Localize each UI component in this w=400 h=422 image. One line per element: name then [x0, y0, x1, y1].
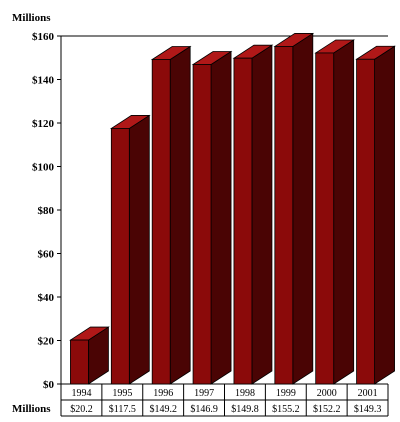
table-value-cell: $152.2 — [313, 404, 341, 415]
y-tick-label: $80 — [38, 205, 55, 217]
x-category-label: 1997 — [194, 388, 214, 399]
bar-2000 — [314, 39, 356, 385]
bar-side — [251, 44, 273, 385]
bar-side — [374, 45, 395, 385]
y-tick-label: $60 — [38, 249, 55, 261]
bars-layer — [69, 32, 396, 385]
bar-side — [128, 114, 150, 385]
y-axis-unit-label: Millions — [12, 12, 51, 24]
data-table: Millions 1994 $20.2 1995 $117.5 1996 $149.2 199… — [12, 384, 389, 417]
bar-side — [292, 32, 314, 385]
bar-1994 — [69, 326, 110, 385]
table-value-cell: $149.3 — [354, 404, 382, 415]
y-tick-label: $20 — [38, 336, 55, 348]
y-tick-label: $0 — [43, 379, 55, 391]
bar-front — [70, 339, 89, 385]
x-category-label: 1999 — [276, 388, 296, 399]
bar-front — [356, 58, 375, 385]
table-value-cell: $149.2 — [149, 404, 177, 415]
bar-2001 — [355, 45, 396, 385]
x-category-label: 1998 — [235, 388, 255, 399]
bar-front — [151, 59, 171, 385]
bar-front — [110, 128, 130, 385]
x-category-label: 1994 — [71, 388, 91, 399]
bar-side — [210, 50, 232, 385]
table-value-cell: $20.2 — [70, 404, 93, 415]
x-category-label: 2000 — [317, 388, 337, 399]
y-tick-label: $40 — [38, 292, 55, 304]
table-value-cell: $155.2 — [272, 404, 300, 415]
bar-front — [315, 52, 335, 385]
bar-side — [333, 39, 355, 385]
x-category-label: 2001 — [358, 388, 378, 399]
bar-front — [274, 46, 294, 385]
table-value-cell: $146.9 — [190, 404, 218, 415]
y-tick-label: $160 — [32, 31, 55, 43]
bar-1995 — [109, 114, 151, 385]
x-category-label: 1996 — [153, 388, 173, 399]
bar-1996 — [150, 45, 192, 385]
bar-1999 — [273, 32, 315, 385]
table-value-cell: $149.8 — [231, 404, 259, 415]
table-value-cell: $117.5 — [109, 404, 136, 415]
y-tick-label: $120 — [32, 118, 55, 130]
x-category-label: 1995 — [112, 388, 132, 399]
bar-front — [233, 57, 253, 385]
bar-front — [192, 64, 212, 385]
bar-side — [169, 45, 191, 385]
table-row-label: Millions — [12, 403, 51, 415]
bar-1998 — [232, 44, 274, 385]
y-tick-label: $140 — [32, 75, 55, 87]
bar-1997 — [191, 50, 233, 385]
y-tick-label: $100 — [32, 162, 55, 174]
